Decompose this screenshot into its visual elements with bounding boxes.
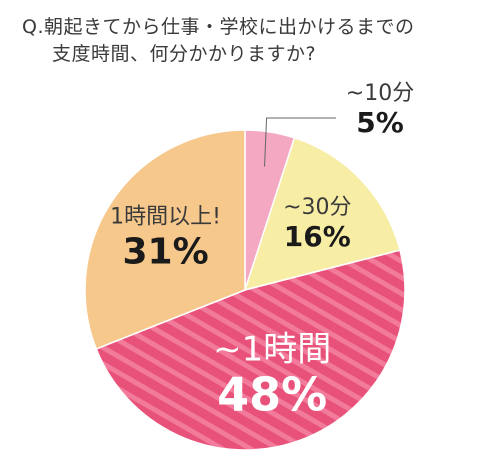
slice-label-2: ~30分 — [283, 195, 351, 220]
slice-label-1: ~10分 — [346, 81, 414, 106]
pie-slice-3 — [95, 249, 406, 451]
question-line-1: Q.朝起きてから仕事・学校に出かけるまでの — [22, 16, 415, 38]
pie-slice-2 — [243, 136, 401, 292]
slice-label-3: ~1時間 — [213, 330, 331, 370]
slice-value-2: 16% — [284, 220, 351, 253]
slice-label-4: 1時間以上! — [110, 205, 221, 230]
question-line-2: 支度時間、何分かかりますか? — [52, 43, 317, 65]
leader-line — [264, 117, 336, 167]
question-title: Q.朝起きてから仕事・学校に出かけるまでの 支度時間、何分かかりますか? — [22, 14, 492, 68]
slice-value-1: 5% — [356, 106, 404, 139]
pie-slice-4 — [84, 129, 246, 350]
slice-value-3: 48% — [217, 368, 327, 422]
slice-value-4: 31% — [123, 232, 209, 273]
